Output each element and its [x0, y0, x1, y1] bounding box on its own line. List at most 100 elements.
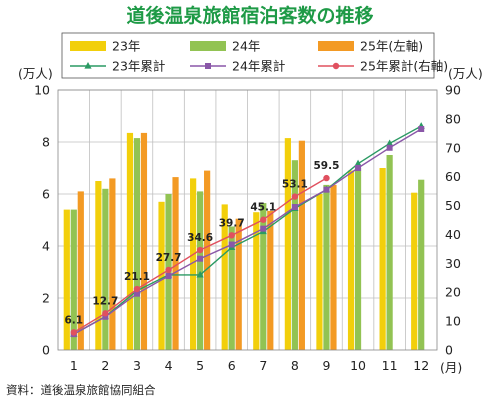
point-25年累計(右軸)-6 — [228, 232, 235, 239]
bar-23年-1 — [63, 209, 70, 350]
data-label-7: 45.1 — [250, 202, 276, 214]
legend-label-24年: 24年 — [232, 39, 260, 54]
data-label-5: 34.6 — [187, 232, 213, 244]
bar-25年(左軸)-7 — [267, 210, 274, 350]
x-tick-label: 10 — [350, 358, 366, 373]
left-tick-label: 10 — [34, 83, 50, 98]
bar-23年-5 — [190, 178, 197, 350]
data-label-9: 59.5 — [313, 160, 339, 172]
bar-23年-12 — [411, 192, 418, 350]
x-tick-label: 3 — [133, 358, 141, 373]
point-24年累計-5 — [197, 255, 204, 262]
bar-24年-3 — [133, 138, 141, 350]
legend-swatch-25年(左軸) — [318, 41, 354, 51]
bar-24年-6 — [228, 226, 235, 350]
point-25年累計(右軸)-8 — [291, 193, 299, 200]
bars — [63, 132, 425, 350]
x-tick-label: 5 — [196, 358, 204, 373]
bar-25年(左軸)-9 — [330, 184, 337, 350]
right-tick-label: 40 — [445, 227, 461, 242]
point-25年累計(右軸)-2 — [102, 310, 109, 317]
point-24年累計-8 — [291, 204, 298, 210]
data-label-6: 39.7 — [219, 217, 245, 229]
x-tick-label: 4 — [165, 358, 173, 373]
plot-frame — [57, 89, 438, 351]
data-label-1: 6.1 — [64, 314, 83, 326]
point-24年累計-3 — [133, 290, 140, 297]
right-axis-unit: (万人) — [448, 66, 483, 81]
line-23年累計 — [73, 125, 422, 335]
bar-24年-8 — [291, 160, 298, 350]
right-tick-label: 50 — [445, 198, 461, 213]
point-24年累計-9 — [323, 186, 330, 193]
x-tick-label: 6 — [228, 358, 236, 373]
bar-24年-10 — [354, 168, 362, 350]
x-tick-label: 12 — [413, 358, 429, 373]
left-tick-label: 4 — [42, 239, 50, 254]
bar-25年(左軸)-5 — [204, 170, 211, 350]
bar-25年(左軸)-4 — [172, 177, 179, 350]
point-24年累計-7 — [260, 225, 267, 232]
x-axis-unit: (月) — [440, 360, 462, 375]
right-tick-label: 20 — [445, 285, 461, 300]
legend-label-24年累計: 24年累計 — [232, 59, 285, 74]
point-25年累計(右軸)-1 — [70, 329, 77, 336]
point-24年累計-10 — [355, 165, 362, 171]
data-label-8: 53.1 — [282, 179, 308, 191]
point-24年累計-11 — [386, 144, 393, 151]
legend-swatch-23年 — [70, 41, 106, 51]
bar-23年-4 — [158, 201, 165, 350]
bar-25年(左軸)-6 — [235, 218, 242, 350]
point-23年累計-11 — [386, 139, 394, 147]
right-tick-label: 90 — [445, 83, 461, 98]
bar-24年-11 — [386, 155, 393, 350]
x-tick-label: 7 — [259, 358, 267, 373]
bar-23年-3 — [126, 132, 134, 350]
x-tick-label: 9 — [322, 358, 330, 373]
x-tick-label: 1 — [70, 358, 78, 373]
legend: 23年 24年 25年(左軸) 23年累計 24年累計 25年累計(右軸) — [61, 32, 448, 79]
bar-24年-7 — [260, 203, 267, 350]
point-25年累計(右軸)-9 — [323, 174, 330, 182]
point-24年累計-6 — [228, 241, 235, 248]
point-25年累計(右軸)-3 — [133, 285, 141, 293]
point-24年累計-2 — [102, 313, 109, 320]
source-note: 資料：道後温泉旅館協同組合 — [6, 383, 156, 397]
chart-title: 道後温泉旅館宿泊客数の推移 — [126, 4, 373, 27]
bar-23年-11 — [379, 168, 386, 350]
lines — [70, 122, 425, 338]
bar-23年-2 — [95, 181, 102, 350]
point-25年累計(右軸)-5 — [196, 246, 204, 254]
data-labels: 6.1 12.7 21.1 27.7 34.6 39.7 45.1 53.1 59.5 — [64, 160, 339, 326]
bar-23年-10 — [347, 170, 355, 350]
data-label-3: 21.1 — [124, 271, 150, 283]
point-23年累計-10 — [354, 159, 362, 167]
bar-24年-5 — [197, 191, 204, 350]
point-24年累計-4 — [165, 273, 172, 280]
x-tick-label: 2 — [101, 358, 109, 373]
data-label-4: 27.7 — [156, 252, 182, 264]
point-24年累計-12 — [418, 126, 425, 132]
legend-label-25年累計(右軸): 25年累計(右軸) — [360, 59, 448, 74]
bar-24年-1 — [70, 209, 77, 350]
legend-label-25年(左軸): 25年(左軸) — [360, 39, 423, 54]
bar-24年-9 — [323, 184, 330, 350]
legend-marker-23年累計 — [84, 62, 92, 69]
right-tick-label: 30 — [445, 256, 461, 271]
right-tick-label: 80 — [445, 111, 461, 126]
legend-label-23年: 23年 — [112, 39, 140, 54]
legend-box — [61, 32, 435, 79]
bar-23年-6 — [221, 204, 228, 350]
bar-25年(左軸)-1 — [77, 191, 84, 350]
left-tick-label: 0 — [42, 343, 50, 358]
point-25年累計(右軸)-4 — [165, 266, 172, 274]
point-25年累計(右軸)-7 — [260, 216, 267, 223]
legend-swatch-24年 — [190, 41, 226, 51]
left-tick-label: 2 — [42, 291, 50, 306]
point-23年累計-5 — [196, 270, 204, 278]
x-tick-label: 8 — [291, 358, 299, 373]
bar-24年-12 — [418, 179, 425, 350]
